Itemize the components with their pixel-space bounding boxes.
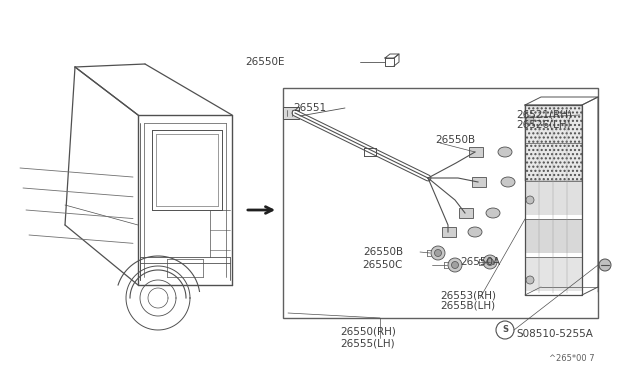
Text: 26550(RH): 26550(RH): [340, 327, 396, 337]
Text: S: S: [502, 326, 508, 334]
Circle shape: [526, 116, 534, 124]
Circle shape: [448, 258, 462, 272]
Text: 26521(RH): 26521(RH): [516, 109, 572, 119]
Text: 26555(LH): 26555(LH): [340, 338, 395, 348]
Bar: [525, 181, 582, 215]
Circle shape: [451, 262, 458, 269]
Ellipse shape: [486, 208, 500, 218]
Ellipse shape: [501, 177, 515, 187]
Text: 26550A: 26550A: [460, 257, 500, 267]
Text: 26551: 26551: [293, 103, 326, 113]
Ellipse shape: [498, 147, 512, 157]
Circle shape: [599, 259, 611, 271]
Text: 26553(RH): 26553(RH): [440, 290, 496, 300]
Ellipse shape: [468, 227, 482, 237]
Bar: [469, 147, 483, 157]
Bar: [283, 88, 598, 318]
Bar: [459, 208, 473, 218]
Text: 26550B: 26550B: [363, 247, 403, 257]
Bar: [283, 107, 299, 119]
Text: 26526(LH): 26526(LH): [516, 119, 571, 129]
Bar: [442, 227, 456, 237]
Circle shape: [435, 250, 442, 257]
Circle shape: [431, 246, 445, 260]
Bar: [525, 257, 582, 291]
Bar: [525, 219, 582, 253]
Text: 2655B(LH): 2655B(LH): [440, 300, 495, 310]
Circle shape: [486, 259, 493, 266]
Bar: [472, 177, 486, 187]
Text: S08510-5255A: S08510-5255A: [516, 329, 593, 339]
Circle shape: [526, 196, 534, 204]
Circle shape: [526, 276, 534, 284]
Text: 26550E: 26550E: [246, 57, 285, 67]
Text: 26550B: 26550B: [435, 135, 475, 145]
Text: ^265*00 7: ^265*00 7: [549, 354, 595, 363]
Circle shape: [483, 255, 497, 269]
Text: 26550C: 26550C: [363, 260, 403, 270]
Bar: [525, 105, 582, 181]
